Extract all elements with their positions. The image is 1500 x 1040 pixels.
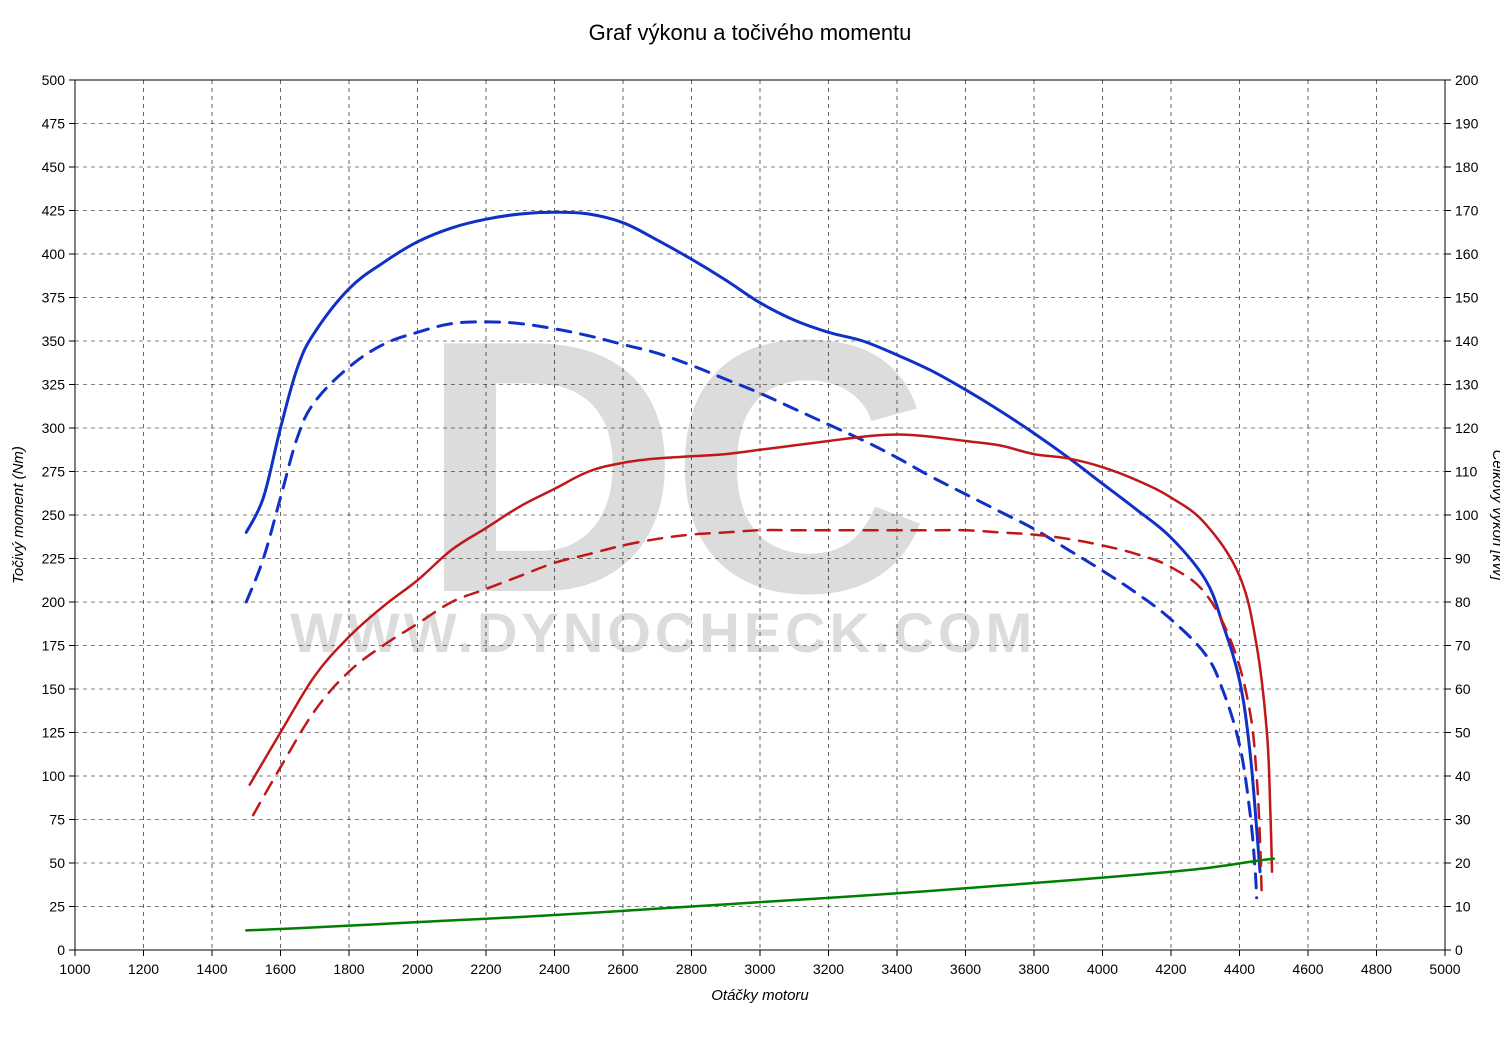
series-power_stock — [253, 530, 1262, 898]
svg-text:100: 100 — [1455, 507, 1479, 523]
svg-text:1400: 1400 — [196, 961, 227, 977]
series-loss_power — [246, 859, 1274, 931]
svg-text:25: 25 — [49, 899, 65, 915]
svg-text:5000: 5000 — [1429, 961, 1460, 977]
svg-text:Otáčky motoru: Otáčky motoru — [711, 987, 809, 1004]
svg-text:180: 180 — [1455, 159, 1479, 175]
svg-text:250: 250 — [42, 507, 66, 523]
svg-text:110: 110 — [1455, 464, 1478, 480]
svg-text:100: 100 — [42, 768, 66, 784]
svg-text:3400: 3400 — [881, 961, 912, 977]
svg-text:125: 125 — [42, 725, 66, 741]
svg-text:150: 150 — [42, 681, 66, 697]
svg-text:50: 50 — [1455, 725, 1471, 741]
svg-text:275: 275 — [42, 464, 66, 480]
svg-text:190: 190 — [1455, 116, 1479, 132]
svg-text:3000: 3000 — [744, 961, 775, 977]
svg-text:475: 475 — [42, 116, 66, 132]
svg-text:90: 90 — [1455, 551, 1471, 567]
svg-text:1600: 1600 — [265, 961, 296, 977]
svg-text:20: 20 — [1455, 855, 1471, 871]
svg-text:4600: 4600 — [1292, 961, 1323, 977]
chart-container: Graf výkonu a točivého momentu DC WWW.DY… — [0, 0, 1500, 1040]
svg-text:3200: 3200 — [813, 961, 844, 977]
svg-text:170: 170 — [1455, 203, 1479, 219]
series-power_tuned — [250, 435, 1272, 872]
svg-text:3600: 3600 — [950, 961, 981, 977]
svg-text:Točivý moment (Nm): Točivý moment (Nm) — [10, 446, 27, 584]
svg-text:10: 10 — [1455, 899, 1471, 915]
svg-text:4400: 4400 — [1224, 961, 1255, 977]
svg-text:2400: 2400 — [539, 961, 570, 977]
svg-text:500: 500 — [42, 72, 66, 88]
svg-text:70: 70 — [1455, 638, 1471, 654]
svg-text:0: 0 — [57, 942, 65, 958]
svg-text:4800: 4800 — [1361, 961, 1392, 977]
svg-text:4200: 4200 — [1155, 961, 1186, 977]
svg-text:80: 80 — [1455, 594, 1471, 610]
svg-text:175: 175 — [42, 638, 66, 654]
series-torque_tuned — [246, 212, 1260, 871]
svg-text:0: 0 — [1455, 942, 1463, 958]
svg-text:140: 140 — [1455, 333, 1479, 349]
svg-text:75: 75 — [49, 812, 65, 828]
svg-text:50: 50 — [49, 855, 65, 871]
svg-text:2800: 2800 — [676, 961, 707, 977]
svg-text:30: 30 — [1455, 812, 1471, 828]
svg-text:2600: 2600 — [607, 961, 638, 977]
svg-text:4000: 4000 — [1087, 961, 1118, 977]
svg-text:200: 200 — [42, 594, 66, 610]
svg-text:120: 120 — [1455, 420, 1479, 436]
svg-text:40: 40 — [1455, 768, 1471, 784]
svg-text:160: 160 — [1455, 246, 1479, 262]
svg-text:350: 350 — [42, 333, 66, 349]
svg-text:400: 400 — [42, 246, 66, 262]
svg-text:150: 150 — [1455, 290, 1479, 306]
svg-text:325: 325 — [42, 377, 66, 393]
svg-text:450: 450 — [42, 159, 66, 175]
svg-text:Celkový výkon [kW]: Celkový výkon [kW] — [1489, 450, 1500, 582]
svg-text:375: 375 — [42, 290, 66, 306]
dyno-chart: 1000120014001600180020002200240026002800… — [0, 0, 1500, 1040]
svg-text:200: 200 — [1455, 72, 1479, 88]
series-torque_stock — [246, 322, 1256, 898]
svg-text:60: 60 — [1455, 681, 1471, 697]
svg-text:2000: 2000 — [402, 961, 433, 977]
svg-text:1000: 1000 — [59, 961, 90, 977]
svg-text:1800: 1800 — [333, 961, 364, 977]
svg-text:130: 130 — [1455, 377, 1479, 393]
svg-text:1200: 1200 — [128, 961, 159, 977]
svg-text:2200: 2200 — [470, 961, 501, 977]
svg-text:425: 425 — [42, 203, 66, 219]
svg-text:300: 300 — [42, 420, 66, 436]
svg-text:3800: 3800 — [1018, 961, 1049, 977]
svg-text:225: 225 — [42, 551, 66, 567]
